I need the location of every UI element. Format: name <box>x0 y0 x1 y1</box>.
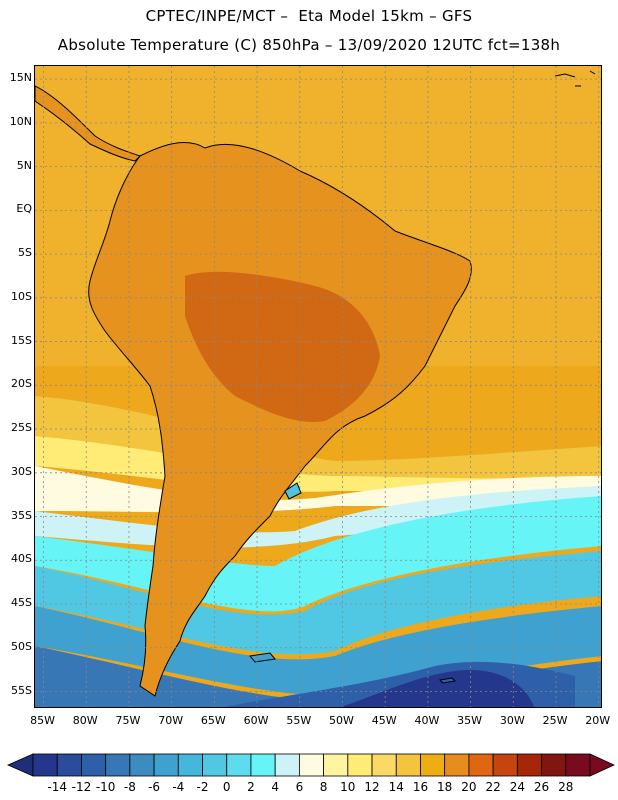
map-subtitle: Absolute Temperature (C) 850hPa – 13/09/… <box>57 36 561 54</box>
longitude-tick-label: 65W <box>200 714 226 727</box>
lagoa-dos-patos <box>284 482 302 500</box>
colorbar-tick-label: -10 <box>95 780 116 794</box>
colorbar-tick-label: -4 <box>172 780 185 794</box>
longitude-tick-label: 75W <box>115 714 141 727</box>
colorbar-tick-label: 14 <box>388 780 404 794</box>
longitude-tick-label: 50W <box>329 714 354 727</box>
longitude-tick-label: 55W <box>286 714 312 727</box>
latitude-tick-label: 55S <box>11 683 32 697</box>
central-america <box>35 85 141 162</box>
map-canvas <box>35 66 601 707</box>
colorbar-tick-label: 12 <box>364 780 380 794</box>
colorbar-swatch <box>129 753 155 777</box>
colorbar-swatch <box>347 753 373 777</box>
colorbar-tick-label: 2 <box>247 780 255 794</box>
hot-core-region <box>185 271 380 422</box>
colorbar-swatch <box>153 753 179 777</box>
colorbar-tick-label: 6 <box>295 780 304 794</box>
colorbar-swatch <box>541 753 567 777</box>
longitude-tick-label: 60W <box>243 714 269 727</box>
longitude-tick-label: 45W <box>371 714 397 727</box>
colorbar-swatch <box>274 753 300 777</box>
latitude-tick-label: 5N <box>16 158 32 172</box>
colorbar-swatch <box>81 753 107 777</box>
colorbar-swatch <box>323 753 349 777</box>
colorbar-swatch <box>105 753 131 777</box>
colorbar-swatch <box>56 753 82 777</box>
colorbar-swatch <box>177 753 203 777</box>
band-16 <box>35 396 601 479</box>
colorbar-swatch <box>250 753 276 777</box>
longitude-tick-label: 20W <box>585 714 611 727</box>
longitude-tick-label: 80W <box>72 714 98 727</box>
longitude-tick-label: 35W <box>457 714 483 727</box>
band-minus-12 <box>340 670 535 707</box>
south-america <box>88 142 472 697</box>
colorbar-swatch <box>516 753 542 777</box>
longitude-tick-label: 30W <box>499 714 525 727</box>
latitude-tick-label: 20S <box>11 377 32 391</box>
colorbar-swatch <box>420 753 446 777</box>
latitude-tick-label: 5S <box>18 246 32 260</box>
colorbar-tick-label: 4 <box>271 780 279 794</box>
latitude-tick-label: 50S <box>11 639 32 653</box>
colorbar-swatch <box>202 753 228 777</box>
colorbar-swatch <box>492 753 518 777</box>
colorbar-tick-label: -2 <box>196 780 209 794</box>
latitude-tick-label: 15N <box>9 71 32 85</box>
colorbar-tick-label: 18 <box>437 780 453 794</box>
colorbar-swatch <box>298 753 325 777</box>
latitude-tick-label: EQ <box>16 202 32 216</box>
latitude-tick-label: 25S <box>11 421 32 435</box>
south-georgia <box>438 677 457 684</box>
colorbar-arrow-high <box>589 753 615 777</box>
landmass <box>35 70 596 697</box>
colorbar <box>7 753 615 777</box>
colorbar-tick-label: -12 <box>71 780 92 794</box>
latitude-tick-label: 40S <box>11 552 32 566</box>
graticule <box>35 66 601 707</box>
latitude-tick-label: 30S <box>11 464 32 478</box>
colorbar-swatch <box>395 753 421 777</box>
colorbar-tick-label: 24 <box>509 780 525 794</box>
colorbar-tick-label: 26 <box>533 780 550 794</box>
longitude-tick-label: 25W <box>542 714 568 727</box>
caribbean-islands <box>554 70 596 87</box>
map-title: CPTEC/INPE/MCT – Eta Model 15km – GFS <box>145 7 473 25</box>
colorbar-swatch <box>444 753 470 777</box>
colorbar-tick-label: -8 <box>123 780 136 794</box>
colorbar-tick-label: 0 <box>222 780 231 794</box>
longitude-tick-label: 70W <box>158 714 184 727</box>
colorbar-tick-label: 16 <box>412 780 429 794</box>
temperature-map <box>34 65 602 708</box>
colorbar-swatch <box>226 753 252 777</box>
colorbar-tick-label: 8 <box>319 780 328 794</box>
colorbar-arrow-low <box>7 753 34 777</box>
colorbar-tick-label: 10 <box>340 780 356 794</box>
longitude-tick-label: 40W <box>414 714 440 727</box>
falkland-islands <box>249 652 276 663</box>
latitude-tick-label: 10S <box>11 289 32 303</box>
colorbar-swatch <box>468 753 494 777</box>
longitude-tick-label: 85W <box>30 714 55 727</box>
colorbar-swatch <box>32 753 58 777</box>
latitude-tick-label: 10N <box>9 114 32 128</box>
colorbar-tick-label: 28 <box>558 780 574 794</box>
colorbar-tick-label: 20 <box>461 780 477 794</box>
colorbar-tick-label: -14 <box>47 780 67 794</box>
colorbar-tick-label: 22 <box>485 780 501 794</box>
latitude-tick-label: 15S <box>11 333 32 347</box>
colorbar-swatch <box>565 753 591 777</box>
colorbar-swatch <box>371 753 397 777</box>
latitude-tick-label: 45S <box>11 596 32 610</box>
colorbar-tick-label: -6 <box>148 780 161 794</box>
latitude-tick-label: 35S <box>11 508 32 522</box>
